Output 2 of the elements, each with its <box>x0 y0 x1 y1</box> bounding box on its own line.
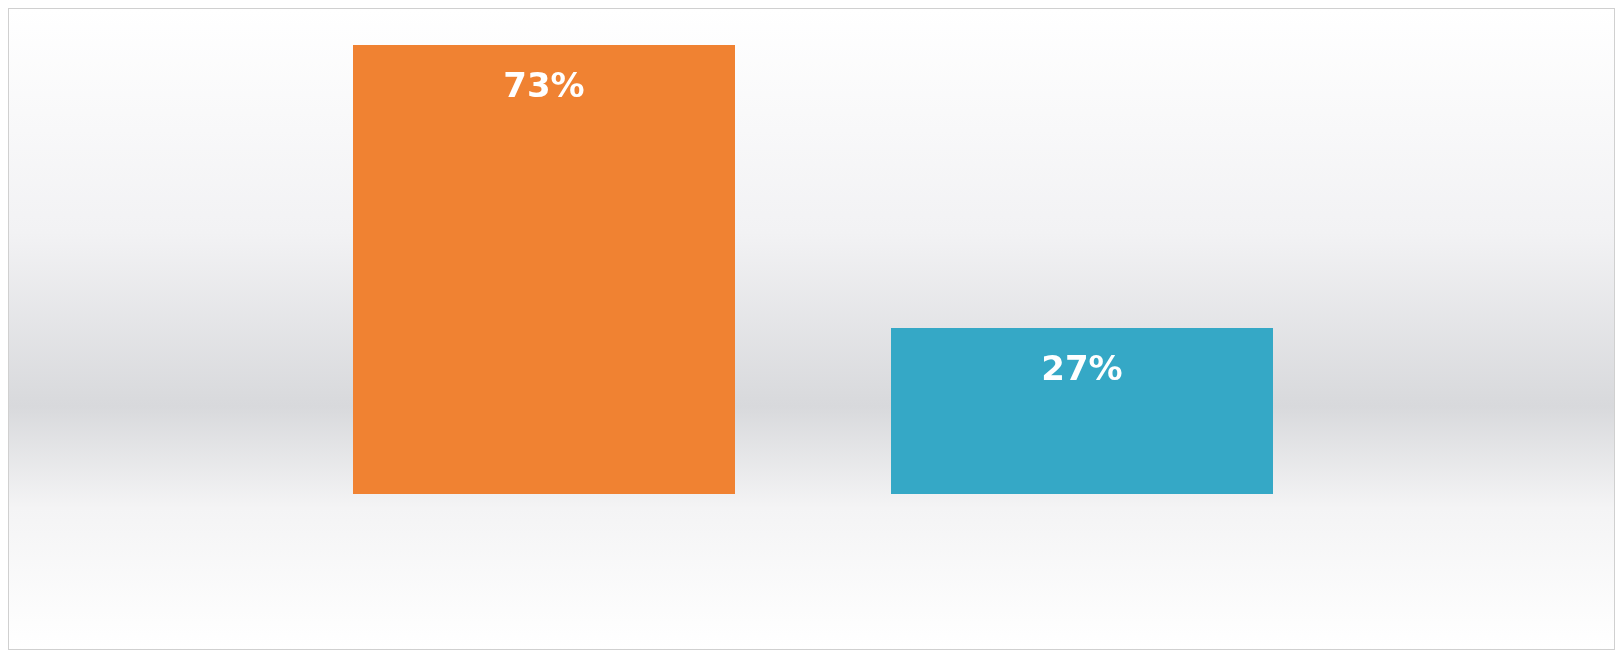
data-label: 27% <box>1041 347 1123 388</box>
data-label: 73% <box>503 65 585 105</box>
